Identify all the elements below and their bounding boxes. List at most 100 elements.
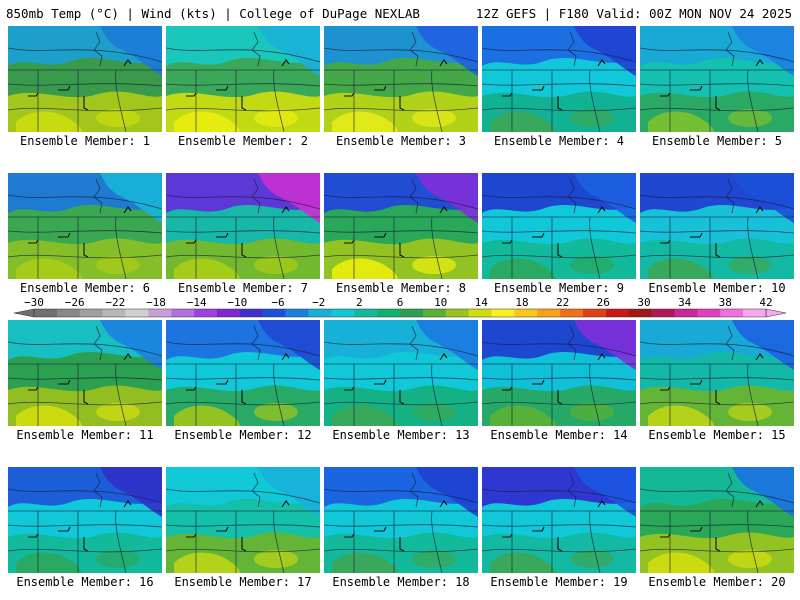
panel-map bbox=[166, 320, 320, 426]
colorbar-tick-label: 10 bbox=[434, 296, 447, 309]
colorbar-swatch bbox=[537, 309, 561, 317]
ensemble-panel: Ensemble Member: 3 bbox=[324, 26, 478, 148]
ensemble-panel: Ensemble Member: 6 bbox=[8, 173, 162, 295]
panel-map bbox=[166, 173, 320, 279]
ensemble-panel: Ensemble Member: 2 bbox=[166, 26, 320, 148]
colorbar-swatch bbox=[354, 309, 378, 317]
colorbar-swatch bbox=[422, 309, 447, 317]
panel-label: Ensemble Member: 5 bbox=[651, 134, 783, 148]
colorbar-tick-label: 26 bbox=[597, 296, 610, 309]
colorbar-swatch bbox=[125, 309, 149, 317]
colorbar-swatch bbox=[583, 309, 607, 317]
ensemble-panel: Ensemble Member: 17 bbox=[166, 467, 320, 589]
panel-label: Ensemble Member: 8 bbox=[335, 281, 467, 295]
panel-label: Ensemble Member: 14 bbox=[490, 428, 628, 442]
panel-label: Ensemble Member: 1 bbox=[19, 134, 151, 148]
colorbar-swatch bbox=[79, 309, 103, 317]
panel-map bbox=[324, 26, 478, 132]
panel-map bbox=[8, 26, 162, 132]
colorbar-swatch bbox=[102, 309, 126, 317]
colorbar-tick-label: −14 bbox=[187, 296, 207, 309]
panel-label: Ensemble Member: 7 bbox=[177, 281, 309, 295]
panel-label: Ensemble Member: 4 bbox=[493, 134, 625, 148]
colorbar-tick-label: 34 bbox=[678, 296, 692, 309]
ensemble-panel: Ensemble Member: 4 bbox=[482, 26, 636, 148]
colorbar-tick-label: 30 bbox=[637, 296, 650, 309]
panel-label: Ensemble Member: 3 bbox=[335, 134, 467, 148]
colorbar-swatch bbox=[674, 309, 698, 317]
colorbar-swatch bbox=[628, 309, 652, 317]
colorbar-tick-label: 2 bbox=[356, 296, 363, 309]
panel-label: Ensemble Member: 17 bbox=[174, 575, 312, 589]
panel-map bbox=[8, 173, 162, 279]
panel-label: Ensemble Member: 19 bbox=[490, 575, 628, 589]
colorbar-swatch bbox=[605, 309, 630, 317]
colorbar-swatch bbox=[56, 309, 81, 317]
panel-map bbox=[640, 320, 794, 426]
panel-map bbox=[8, 467, 162, 573]
colorbar-swatch bbox=[445, 309, 469, 317]
colorbar-right-arrow bbox=[765, 308, 787, 318]
panel-map bbox=[324, 467, 478, 573]
ensemble-panel: Ensemble Member: 9 bbox=[482, 173, 636, 295]
panel-map bbox=[482, 173, 636, 279]
panel-map bbox=[640, 467, 794, 573]
panel-label: Ensemble Member: 10 bbox=[648, 281, 786, 295]
panel-map bbox=[640, 26, 794, 132]
ensemble-panel: Ensemble Member: 16 bbox=[8, 467, 162, 589]
colorbar-swatch bbox=[651, 309, 675, 317]
colorbar-swatch bbox=[239, 309, 264, 317]
panel-label: Ensemble Member: 15 bbox=[648, 428, 786, 442]
panel-map bbox=[166, 26, 320, 132]
colorbar-tick-label: −22 bbox=[105, 296, 125, 309]
colorbar-tick-label: 22 bbox=[556, 296, 569, 309]
panel-label: Ensemble Member: 16 bbox=[16, 575, 154, 589]
colorbar-tick-label: −30 bbox=[24, 296, 44, 309]
panel-map bbox=[482, 320, 636, 426]
ensemble-panel: Ensemble Member: 18 bbox=[324, 467, 478, 589]
colorbar-swatch bbox=[171, 309, 195, 317]
colorbar-tick-label: 38 bbox=[719, 296, 732, 309]
colorbar-tick-label: −26 bbox=[65, 296, 85, 309]
ensemble-panel: Ensemble Member: 8 bbox=[324, 173, 478, 295]
panel-map bbox=[324, 173, 478, 279]
temperature-colorbar: −30 −26 −22 −18 −14 −10 −6 −2 2 6 10 14 18 22 26 30 34 38… bbox=[0, 296, 800, 320]
colorbar-swatch bbox=[400, 309, 424, 317]
colorbar-tick-label: 42 bbox=[759, 296, 772, 309]
colorbar-svg: −30 −26 −22 −18 −14 −10 −6 −2 2 6 10 14 18 22 26 30 34 38… bbox=[13, 296, 787, 318]
panel-label: Ensemble Member: 20 bbox=[648, 575, 786, 589]
ensemble-panel: Ensemble Member: 5 bbox=[640, 26, 794, 148]
colorbar-swatch bbox=[514, 309, 538, 317]
colorbar-swatch bbox=[262, 309, 286, 317]
panel-label: Ensemble Member: 18 bbox=[332, 575, 470, 589]
colorbar-swatch bbox=[217, 309, 241, 317]
colorbar-swatch bbox=[308, 309, 332, 317]
colorbar-tick-label: −18 bbox=[146, 296, 166, 309]
colorbar-swatch bbox=[560, 309, 584, 317]
colorbar-swatch bbox=[720, 309, 744, 317]
ensemble-panel: Ensemble Member: 7 bbox=[166, 173, 320, 295]
header-right-title: 12Z GEFS | F180 Valid: 00Z MON NOV 24 20… bbox=[475, 6, 792, 21]
ensemble-panel: Ensemble Member: 13 bbox=[324, 320, 478, 442]
colorbar-tick-label: 18 bbox=[515, 296, 528, 309]
colorbar-tick-label: 14 bbox=[475, 296, 489, 309]
panel-label: Ensemble Member: 11 bbox=[16, 428, 154, 442]
colorbar-tick-label: 6 bbox=[397, 296, 404, 309]
panel-map bbox=[640, 173, 794, 279]
panel-label: Ensemble Member: 9 bbox=[493, 281, 625, 295]
panel-label: Ensemble Member: 13 bbox=[332, 428, 470, 442]
colorbar-swatch bbox=[148, 309, 172, 317]
panel-map bbox=[166, 467, 320, 573]
colorbar-tick-label: −6 bbox=[271, 296, 284, 309]
panel-label: Ensemble Member: 6 bbox=[19, 281, 151, 295]
colorbar-left-arrow bbox=[13, 308, 35, 318]
ensemble-panel: Ensemble Member: 14 bbox=[482, 320, 636, 442]
colorbar-swatch bbox=[491, 309, 515, 317]
ensemble-panel: Ensemble Member: 15 bbox=[640, 320, 794, 442]
panel-map bbox=[482, 467, 636, 573]
colorbar-swatch bbox=[331, 309, 355, 317]
colorbar-swatch bbox=[468, 309, 492, 317]
ensemble-panel: Ensemble Member: 12 bbox=[166, 320, 320, 442]
colorbar-tick-label: −10 bbox=[227, 296, 247, 309]
colorbar-swatch bbox=[377, 309, 401, 317]
